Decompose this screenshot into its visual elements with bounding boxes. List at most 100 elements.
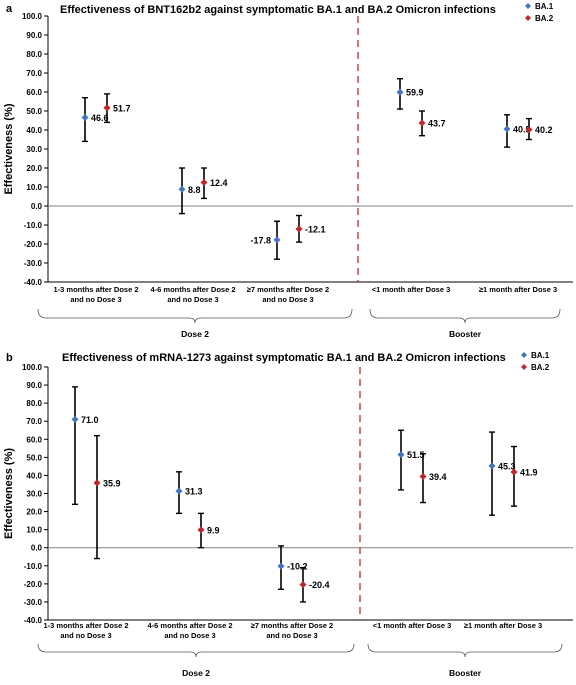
data-label: 39.4 bbox=[429, 472, 447, 482]
data-point bbox=[277, 562, 285, 570]
y-tick-label: 100.0 bbox=[22, 12, 43, 21]
y-tick-label: 90.0 bbox=[26, 381, 42, 390]
group-bracket bbox=[37, 643, 355, 658]
chart-title: Effectiveness of mRNA-1273 against sympt… bbox=[62, 352, 506, 364]
data-label: 43.7 bbox=[428, 118, 446, 128]
y-tick-label: 30.0 bbox=[26, 490, 42, 499]
panel-letter: b bbox=[6, 352, 13, 364]
y-tick-label: 80.0 bbox=[26, 50, 42, 59]
group-bracket bbox=[369, 308, 561, 324]
legend-marker bbox=[525, 15, 531, 21]
data-label: 51.5 bbox=[407, 450, 425, 460]
y-tick-label: 10.0 bbox=[26, 526, 42, 535]
data-label: 40.5 bbox=[513, 125, 531, 135]
y-tick-label: 60.0 bbox=[26, 435, 42, 444]
y-tick-label: 70.0 bbox=[26, 417, 42, 426]
data-point bbox=[93, 479, 101, 487]
legend-marker bbox=[521, 364, 527, 370]
y-tick-label: 20.0 bbox=[26, 508, 42, 517]
data-label: 8.8 bbox=[188, 185, 201, 195]
data-point bbox=[418, 119, 426, 127]
category-label: 4-6 months after Dose 2 bbox=[150, 285, 235, 294]
y-tick-label: 50.0 bbox=[26, 107, 42, 116]
data-label: 31.3 bbox=[185, 487, 203, 497]
y-tick-label: 0.0 bbox=[31, 544, 43, 553]
data-label: 71.0 bbox=[81, 415, 99, 425]
category-label: 1-3 months after Dose 2 bbox=[43, 621, 128, 630]
group-bracket bbox=[367, 643, 563, 658]
y-tick-label: -30.0 bbox=[24, 259, 43, 268]
group-label: Booster bbox=[449, 668, 482, 678]
data-point bbox=[396, 88, 404, 96]
category-label: ≥1 month after Dose 3 bbox=[479, 285, 557, 294]
category-label: ≥7 months after Dose 2 bbox=[247, 285, 329, 294]
data-point bbox=[273, 236, 281, 244]
data-label: -12.1 bbox=[305, 224, 326, 234]
category-label: and no Dose 3 bbox=[262, 295, 313, 304]
y-tick-label: 20.0 bbox=[26, 164, 42, 173]
data-label: 51.7 bbox=[113, 103, 131, 113]
data-point bbox=[175, 487, 183, 495]
data-point bbox=[503, 125, 511, 133]
data-point bbox=[81, 113, 89, 121]
group-label: Dose 2 bbox=[182, 668, 210, 678]
category-label: 1-3 months after Dose 2 bbox=[53, 285, 138, 294]
y-tick-label: 40.0 bbox=[26, 471, 42, 480]
y-tick-label: 60.0 bbox=[26, 88, 42, 97]
data-point bbox=[525, 126, 533, 134]
y-tick-label: -10.0 bbox=[24, 221, 43, 230]
y-tick-label: 70.0 bbox=[26, 69, 42, 78]
category-label: ≥7 months after Dose 2 bbox=[251, 621, 333, 630]
y-tick-label: 0.0 bbox=[31, 202, 43, 211]
category-label: <1 month after Dose 3 bbox=[373, 621, 452, 630]
data-point bbox=[299, 581, 307, 589]
category-label: and no Dose 3 bbox=[167, 295, 218, 304]
legend-label: BA.2 bbox=[535, 14, 554, 23]
y-tick-label: 90.0 bbox=[26, 31, 42, 40]
data-point bbox=[488, 462, 496, 470]
data-point bbox=[197, 526, 205, 534]
data-point bbox=[295, 225, 303, 233]
data-label: -20.4 bbox=[309, 580, 330, 590]
data-label: 46.6 bbox=[91, 113, 109, 123]
y-axis-label: Effectiveness (%) bbox=[3, 448, 15, 539]
chart-panel-b: b Effectiveness of mRNA-1273 against symp… bbox=[3, 351, 573, 678]
group-label: Booster bbox=[449, 329, 482, 339]
data-point bbox=[419, 473, 427, 481]
category-label: and no Dose 3 bbox=[70, 295, 121, 304]
data-label: 40.2 bbox=[535, 125, 553, 135]
category-label: 4-6 months after Dose 2 bbox=[147, 621, 232, 630]
y-tick-label: -40.0 bbox=[24, 616, 43, 625]
category-label: ≥1 month after Dose 3 bbox=[464, 621, 542, 630]
y-tick-label: -30.0 bbox=[24, 598, 43, 607]
y-tick-label: 10.0 bbox=[26, 183, 42, 192]
category-label: and no Dose 3 bbox=[60, 631, 111, 640]
data-point bbox=[510, 468, 518, 476]
legend-marker bbox=[521, 352, 527, 358]
data-label: 41.9 bbox=[520, 467, 538, 477]
category-label: <1 month after Dose 3 bbox=[372, 285, 451, 294]
y-tick-label: -20.0 bbox=[24, 580, 43, 589]
data-label: -17.8 bbox=[250, 235, 271, 245]
group-label: Dose 2 bbox=[181, 329, 209, 339]
legend-label: BA.2 bbox=[531, 363, 550, 372]
data-label: 59.9 bbox=[406, 88, 424, 98]
y-tick-label: 100.0 bbox=[22, 363, 43, 372]
data-point bbox=[71, 415, 79, 423]
group-bracket bbox=[37, 308, 353, 324]
panel-letter: a bbox=[6, 3, 13, 15]
category-label: and no Dose 3 bbox=[164, 631, 215, 640]
y-axis-label: Effectiveness (%) bbox=[3, 103, 15, 194]
y-tick-label: -40.0 bbox=[24, 278, 43, 287]
data-label: 35.9 bbox=[103, 478, 121, 488]
data-point bbox=[200, 178, 208, 186]
data-label: 45.3 bbox=[498, 461, 516, 471]
data-point bbox=[103, 104, 111, 112]
chart-panel-a: a Effectiveness of BNT162b2 against sympt… bbox=[3, 2, 573, 339]
data-label: 9.9 bbox=[207, 525, 220, 535]
data-point bbox=[397, 451, 405, 459]
y-tick-label: 80.0 bbox=[26, 399, 42, 408]
data-point bbox=[178, 185, 186, 193]
